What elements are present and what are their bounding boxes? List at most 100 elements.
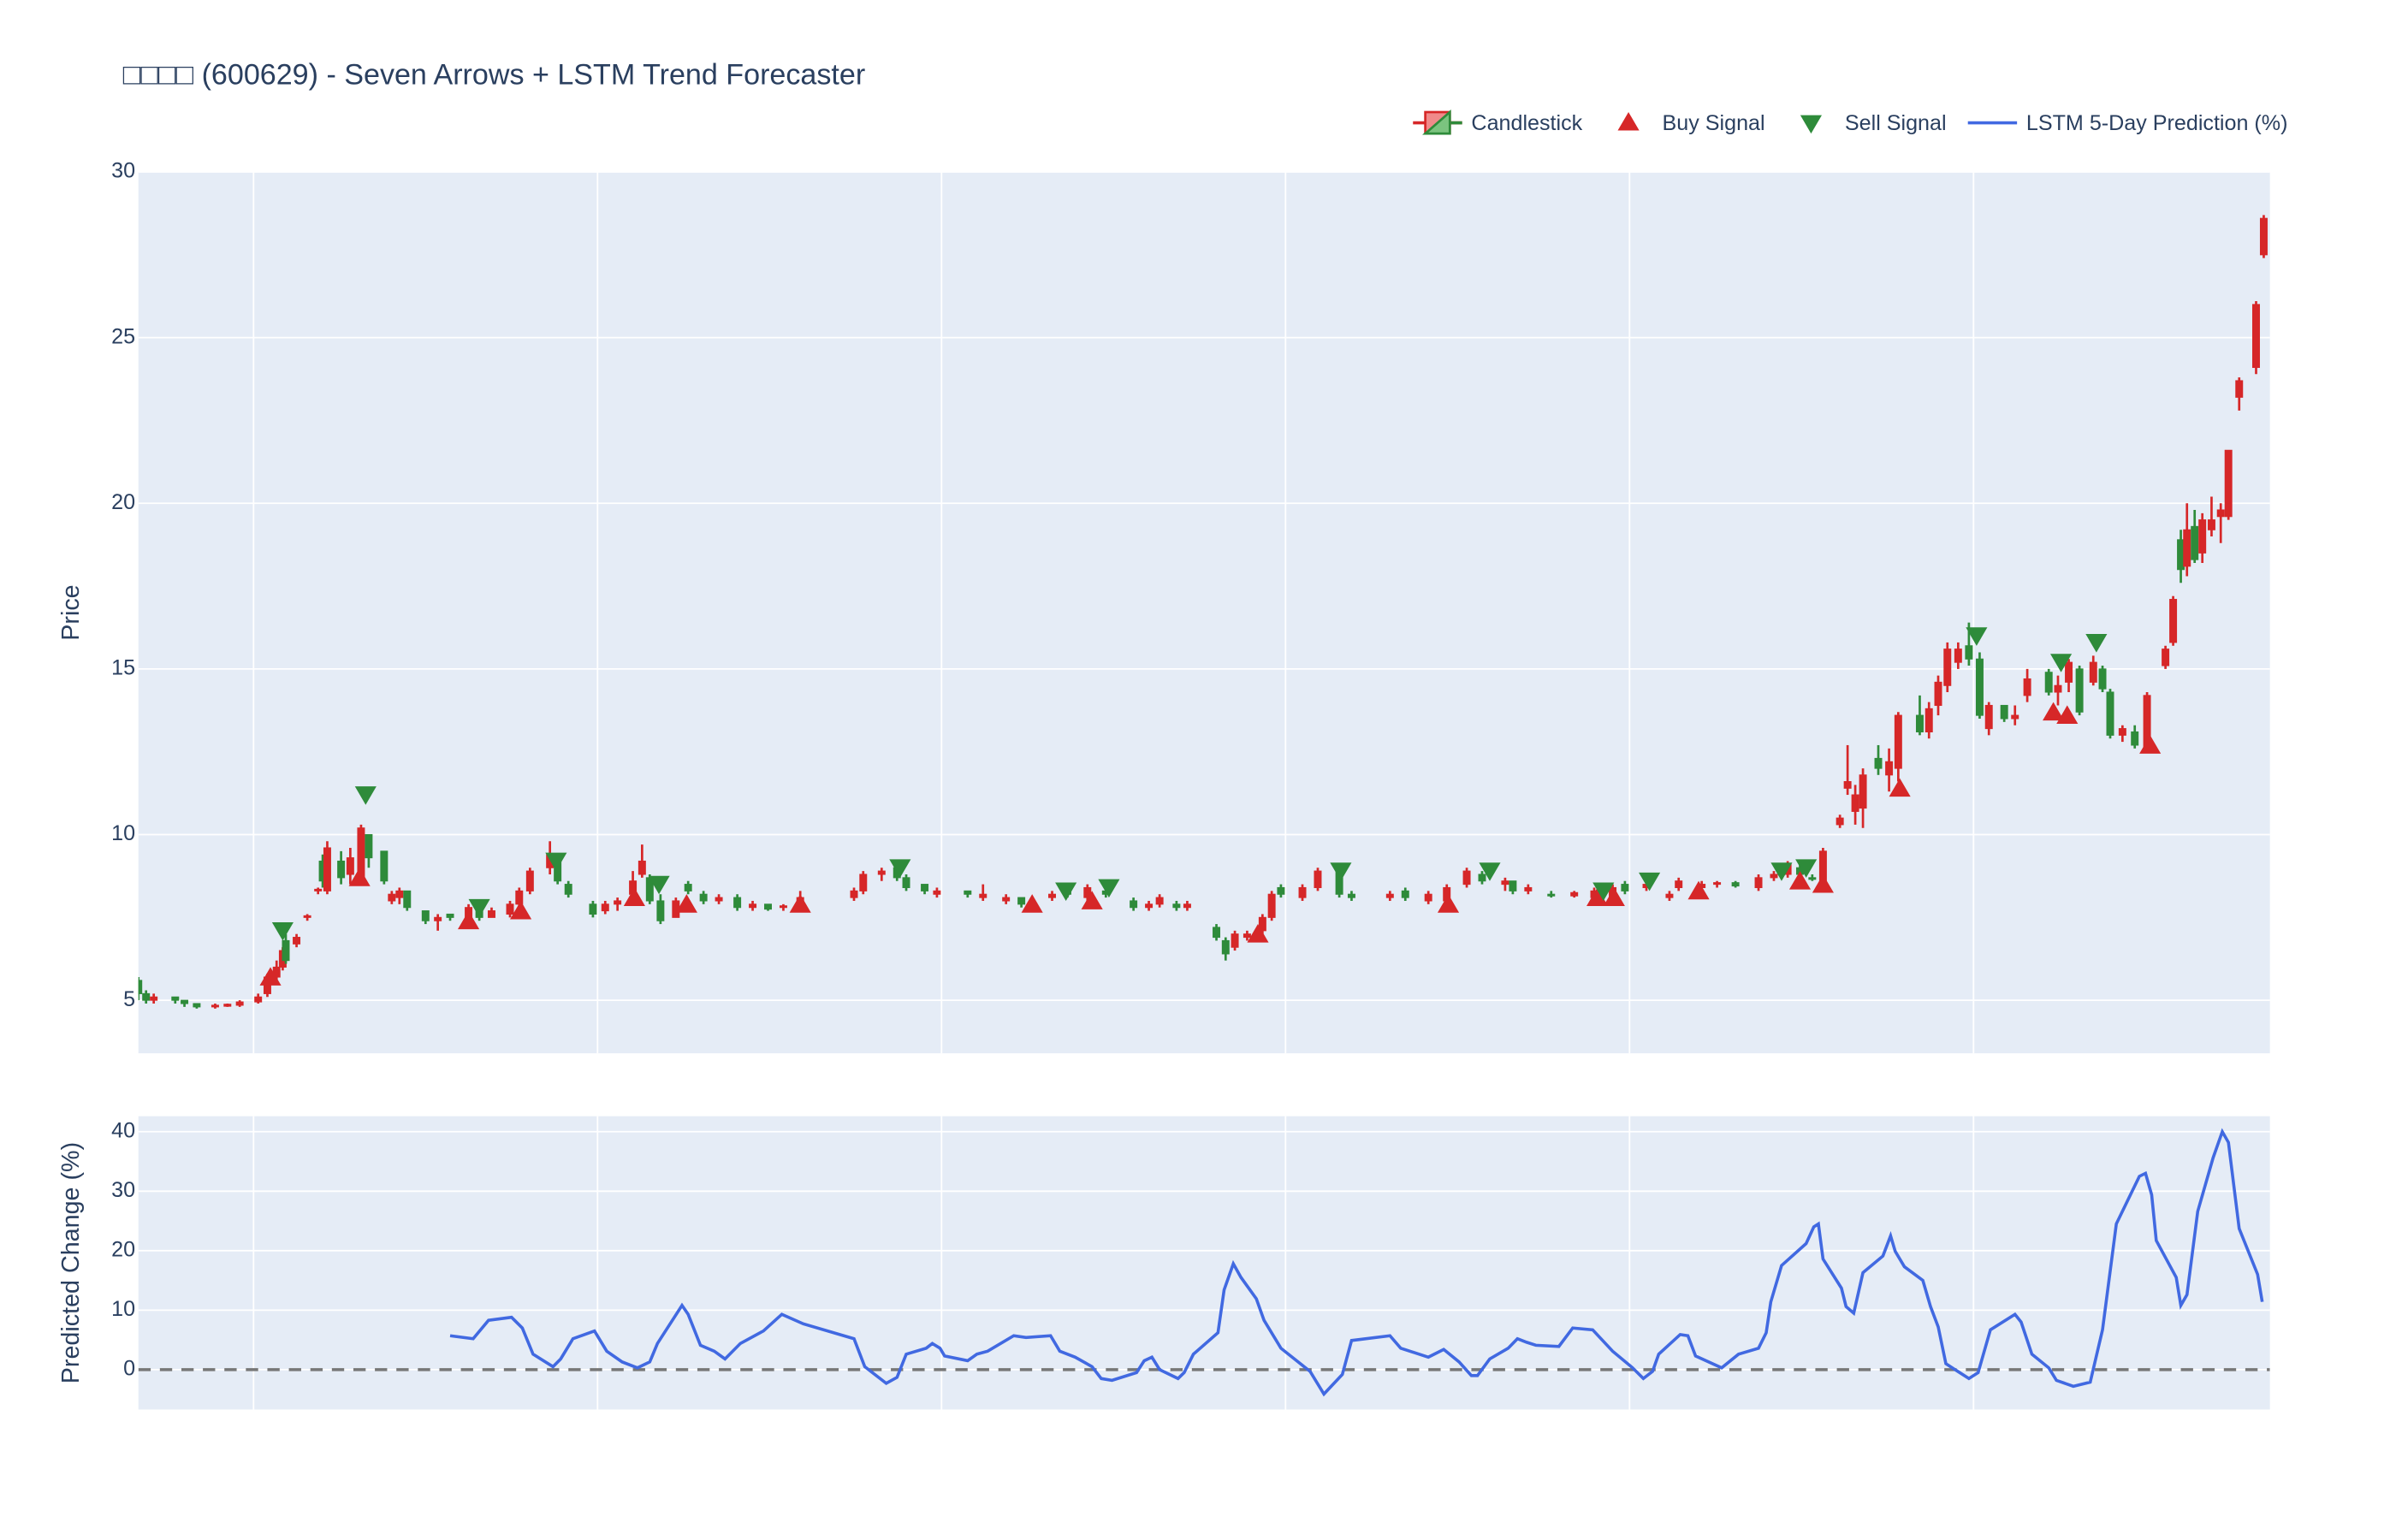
buy-signal — [2139, 735, 2162, 754]
buy-signal — [1586, 887, 1609, 906]
buy-signal — [1081, 891, 1103, 909]
candle-body — [1675, 880, 1683, 889]
sell-signal — [468, 898, 490, 918]
legend-icon — [1422, 110, 1451, 135]
candle-body — [1943, 649, 1952, 686]
candle-body — [877, 870, 886, 875]
candle-body — [487, 910, 495, 918]
buy-signal — [675, 894, 697, 913]
chart-title: □□□□ (600629) - Seven Arrows + LSTM Tren… — [123, 59, 865, 92]
sell-signal — [1795, 859, 1818, 878]
candle-body — [2098, 668, 2107, 690]
candle-body — [2191, 525, 2199, 560]
y-axis-label: Price — [57, 584, 85, 640]
candle-body — [211, 1004, 219, 1008]
candle-body — [2235, 380, 2244, 398]
candle-body — [1984, 704, 1993, 730]
candle-body — [779, 905, 787, 909]
candle-body — [1547, 893, 1556, 897]
candle-body — [515, 890, 524, 905]
candle-body — [2011, 714, 2019, 720]
candle-body — [2054, 684, 2062, 693]
candle-body — [1277, 886, 1285, 895]
candle-body — [2216, 509, 2225, 518]
buy-signal — [1687, 880, 1710, 900]
candle-body — [656, 900, 665, 921]
candle-body — [434, 916, 442, 921]
candle-body — [1155, 897, 1164, 905]
sell-signal — [2050, 654, 2073, 672]
sell-signal — [889, 859, 911, 878]
sell-signal — [1639, 872, 1661, 891]
buy-signal — [1021, 894, 1043, 913]
prediction-line — [449, 1128, 2264, 1397]
candle-body — [1298, 886, 1307, 898]
buy-signal — [1812, 874, 1834, 893]
candle-body — [2224, 449, 2233, 518]
sell-signal — [1098, 879, 1120, 898]
candle-body — [638, 860, 646, 875]
candle-body — [2207, 519, 2215, 530]
candle-body — [1314, 870, 1322, 889]
candle-body — [2044, 672, 2053, 693]
candle-body — [715, 897, 723, 902]
plot-layer — [138, 215, 2268, 1009]
candle-body — [614, 900, 622, 905]
candle-body — [1731, 882, 1740, 887]
candle-body — [142, 992, 151, 1001]
y-tick-label: 30 — [111, 1178, 135, 1202]
candle-body — [235, 1001, 244, 1006]
candle-body — [1509, 880, 1517, 891]
candle-body — [1221, 939, 1230, 955]
candle-body — [2023, 678, 2031, 696]
candle-body — [171, 996, 180, 1001]
candle-body — [388, 893, 396, 902]
candle-body — [2089, 661, 2097, 683]
candle-body — [1347, 893, 1355, 898]
candle-body — [1713, 882, 1722, 886]
legend-label: Sell Signal — [1845, 111, 1947, 135]
candle-body — [684, 884, 692, 891]
y-tick-label: 25 — [111, 324, 135, 348]
candle-body — [699, 893, 708, 902]
candle-body — [337, 860, 346, 879]
candle-body — [1267, 893, 1276, 918]
candle-body — [223, 1004, 232, 1007]
candle-body — [1808, 877, 1817, 880]
candle-body — [2198, 519, 2207, 554]
sell-signal — [1770, 862, 1793, 881]
candle-body — [1242, 933, 1251, 939]
candle-body — [1954, 649, 1962, 663]
buy-signal — [259, 967, 282, 986]
candle-body — [181, 999, 189, 1004]
candle-body — [1859, 774, 1867, 809]
candle-body — [446, 913, 454, 918]
sell-signal — [1330, 862, 1352, 881]
buy-signal — [1788, 871, 1812, 890]
candle-body — [2169, 599, 2178, 643]
candle-body — [764, 903, 772, 910]
candle-body — [1874, 757, 1883, 769]
buy-signal — [2056, 705, 2079, 724]
candle-body — [1885, 761, 1894, 776]
sell-signal — [271, 921, 294, 941]
candle-body — [964, 890, 972, 895]
candle-body — [1083, 886, 1092, 898]
candle-body — [2065, 661, 2073, 683]
y-tick-label: 10 — [111, 1297, 135, 1321]
candle-body — [1894, 714, 1902, 769]
y-axis-label: Predicted Change (%) — [57, 1142, 85, 1383]
sell-signal — [1055, 882, 1077, 902]
y-tick-label: 10 — [111, 821, 135, 845]
candle-body — [314, 888, 323, 891]
candle-body — [601, 903, 609, 912]
plot-layer — [138, 1128, 2270, 1397]
candle-body — [506, 903, 514, 915]
candle-body — [1754, 877, 1763, 889]
buy-signal — [2043, 702, 2065, 721]
candle-body — [2259, 217, 2268, 256]
candle-body — [850, 890, 858, 898]
candle-body — [421, 910, 430, 921]
candle-body — [589, 903, 597, 915]
legend-icon — [1617, 112, 1640, 131]
